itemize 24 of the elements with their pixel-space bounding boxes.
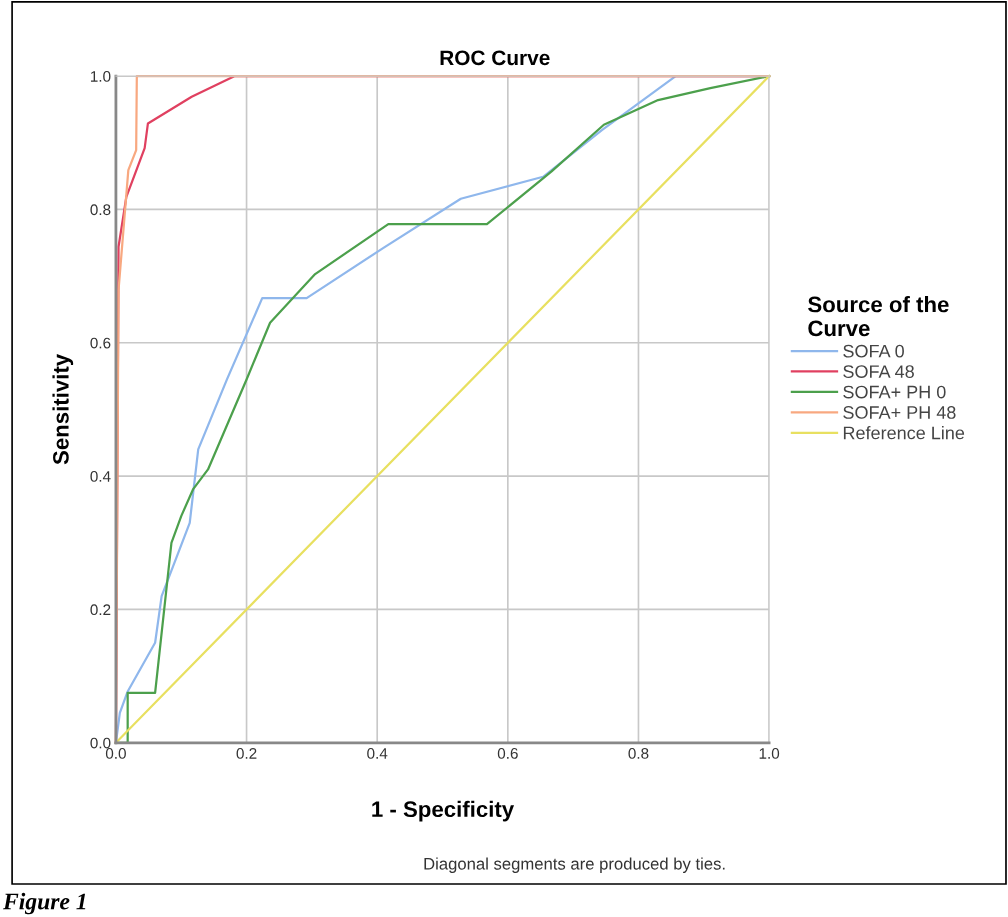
x-tick-label: 0.8 <box>628 748 649 759</box>
legend-label: Reference Line <box>843 426 965 440</box>
caption: Figure 1 <box>3 892 86 915</box>
x-tick-label: 0.4 <box>367 748 388 759</box>
x-tick-label: 0.6 <box>497 748 518 759</box>
y-axis-title: Sensitivity <box>52 353 74 465</box>
y-tick-label: 0.6 <box>90 337 111 349</box>
y-tick-label: 0.8 <box>90 204 111 216</box>
y-tick-label: 0.0 <box>90 737 111 749</box>
legend-label: SOFA 0 <box>843 344 904 358</box>
y-tick-label: 1.0 <box>90 70 111 82</box>
chart-title: ROC Curve <box>440 50 550 66</box>
line-series <box>114 75 771 744</box>
y-tick-label: 0.4 <box>90 470 111 482</box>
legend-label: SOFA 48 <box>843 365 914 378</box>
x-tick-label: 0.2 <box>236 748 257 759</box>
text: Diagonal segments are produced by ties. <box>424 857 725 873</box>
x-axis-title: 1 - Specificity <box>372 800 515 822</box>
legend-label: SOFA+ PH 48 <box>843 406 956 419</box>
y-tick-label: 0.2 <box>90 604 111 616</box>
x-tick-label: 1.0 <box>759 748 780 759</box>
legend-label: SOFA+ PH 0 <box>843 385 946 399</box>
legend-title: Source of the Curve <box>808 296 949 337</box>
x-tick-label: 0.0 <box>105 748 126 759</box>
